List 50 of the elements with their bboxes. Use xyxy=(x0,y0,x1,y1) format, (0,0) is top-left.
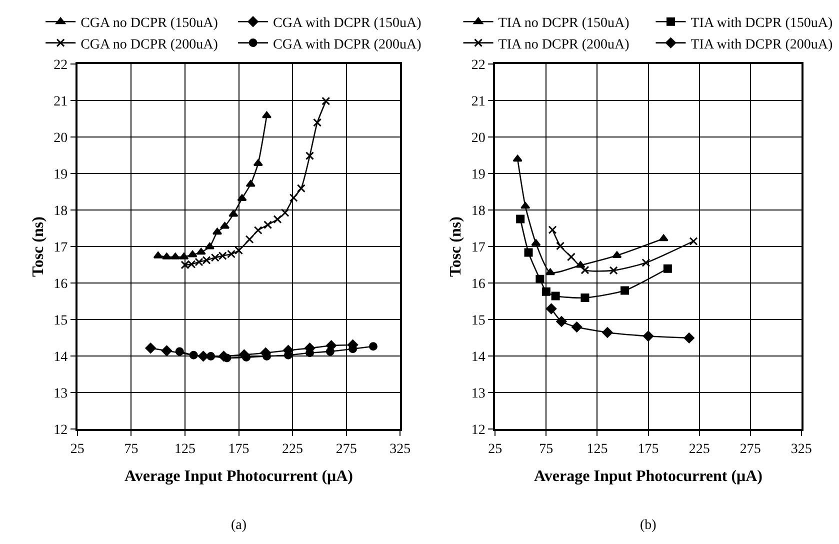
y-tick-label: 15 xyxy=(471,314,486,329)
text: (b) xyxy=(640,518,657,533)
y-tick-label: 16 xyxy=(54,277,68,292)
x-tick-label: 175 xyxy=(228,442,250,457)
legend-label: TIA no DCPR (150uA) xyxy=(498,16,630,32)
y-tick-label: 17 xyxy=(471,240,486,256)
x-tick-label: 25 xyxy=(488,442,502,457)
y-tick-label: 12 xyxy=(54,423,68,438)
x-tick-label: 125 xyxy=(174,442,196,457)
legend-label: TIA with DCPR (200uA) xyxy=(690,37,834,52)
x-tick-label: 25 xyxy=(70,442,84,457)
x-tick-label: 275 xyxy=(740,442,761,457)
y-tick-label: 17 xyxy=(54,240,68,256)
y-axis-title: Tosc (ns) xyxy=(448,216,465,277)
x-axis-title: Average Input Photocurrent (μA) xyxy=(124,468,354,486)
text: (a) xyxy=(231,518,247,533)
y-tick-label: 19 xyxy=(54,168,68,183)
x-tick-label: 225 xyxy=(282,442,304,457)
y-tick-label: 20 xyxy=(471,131,486,146)
y-tick-label: 21 xyxy=(54,94,68,110)
x-axis-title: Average Input Photocurrent (μA) xyxy=(534,468,763,486)
y-tick-label: 14 xyxy=(471,350,486,366)
legend-label: CGA no DCPR (150uA) xyxy=(80,16,218,32)
y-tick-label: 12 xyxy=(471,423,486,438)
legend-label: TIA no DCPR (200uA) xyxy=(498,37,630,52)
x-tick-label: 325 xyxy=(790,442,812,457)
y-tick-label: 18 xyxy=(54,204,68,220)
x-tick-label: 125 xyxy=(586,442,608,457)
y-tick-label: 14 xyxy=(54,350,68,366)
x-tick-label: 75 xyxy=(124,442,138,457)
y-tick-label: 13 xyxy=(54,386,68,402)
legend-label: CGA with DCPR (200uA) xyxy=(273,37,422,52)
y-tick-label: 15 xyxy=(54,314,68,329)
y-tick-label: 22 xyxy=(471,58,486,74)
legend-label: CGA with DCPR (150uA) xyxy=(273,16,422,32)
x-tick-label: 75 xyxy=(539,442,554,457)
legend-label: TIA with DCPR (150uA) xyxy=(690,16,834,32)
legend-label: CGA no DCPR (200uA) xyxy=(80,37,218,52)
y-tick-label: 20 xyxy=(54,131,68,146)
y-tick-label: 19 xyxy=(471,168,486,183)
y-tick-label: 18 xyxy=(471,204,486,220)
y-tick-label: 22 xyxy=(54,58,68,74)
y-axis-title: Tosc (ns) xyxy=(30,216,48,277)
y-tick-label: 16 xyxy=(471,277,486,292)
x-tick-label: 325 xyxy=(390,442,411,457)
y-tick-label: 13 xyxy=(471,386,486,402)
x-tick-label: 225 xyxy=(688,442,710,457)
y-tick-label: 21 xyxy=(471,94,486,110)
x-tick-label: 175 xyxy=(638,442,659,457)
x-tick-label: 275 xyxy=(336,442,357,457)
